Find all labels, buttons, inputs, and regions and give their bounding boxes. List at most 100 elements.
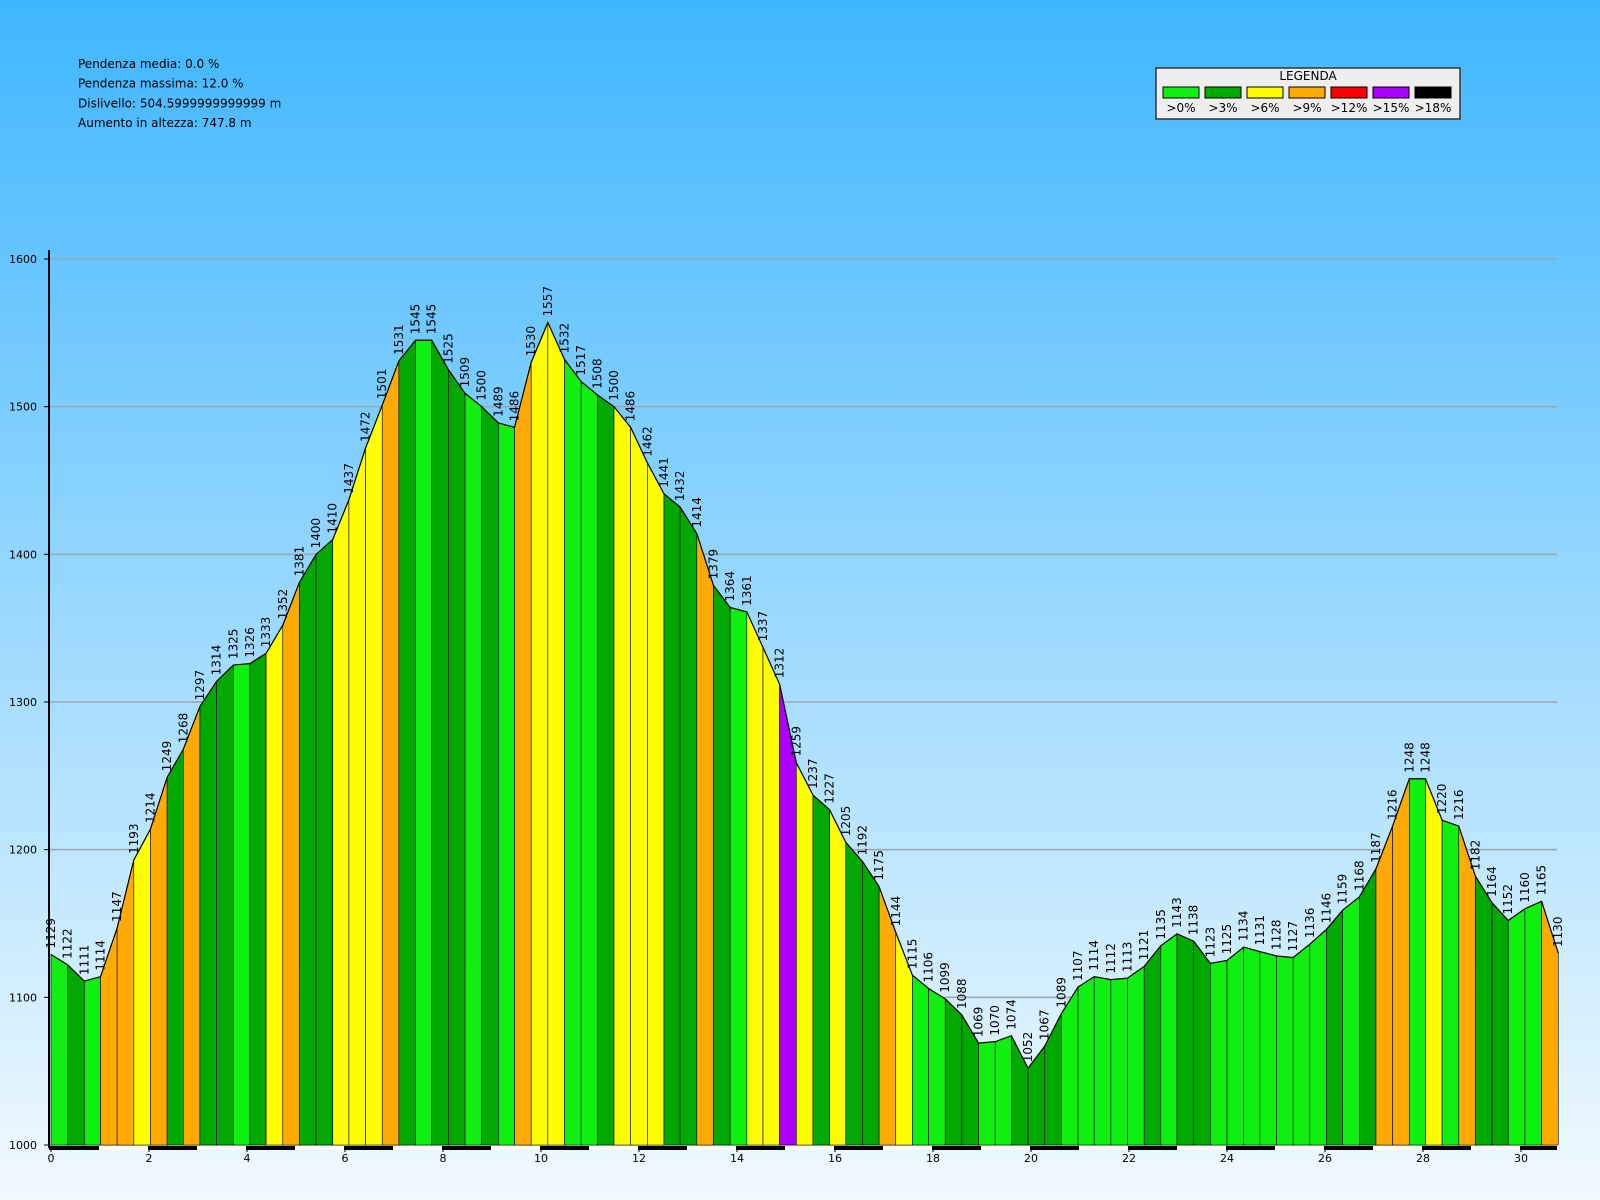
value-label: 1205	[839, 806, 853, 837]
value-label: 1182	[1468, 840, 1482, 871]
segment	[1342, 896, 1360, 1146]
value-label: 1441	[657, 457, 671, 488]
value-label: 1114	[93, 940, 107, 971]
segment	[199, 680, 217, 1146]
segment	[150, 777, 168, 1146]
value-label: 1432	[673, 471, 687, 502]
segment	[1143, 944, 1162, 1146]
value-label: 1501	[375, 369, 389, 400]
x-tick-label: 18	[926, 1152, 940, 1165]
stat-text: Dislivello: 504.5999999999999 m	[78, 96, 281, 110]
segment	[464, 392, 483, 1146]
segment	[1441, 819, 1460, 1146]
segment	[365, 405, 383, 1146]
segment	[183, 706, 201, 1146]
value-label: 1147	[110, 891, 124, 922]
x-axis-band	[785, 1146, 834, 1150]
value-label: 1462	[640, 426, 654, 457]
legend-swatch	[1414, 86, 1452, 99]
x-tick-label: 22	[1122, 1152, 1136, 1165]
stat-text: Pendenza massima: 12.0 %	[78, 77, 244, 91]
segment	[332, 499, 350, 1146]
value-label: 1160	[1518, 872, 1532, 903]
segment	[133, 828, 151, 1146]
segment	[812, 794, 830, 1146]
legend-label: >3%	[1208, 101, 1237, 115]
value-label: 1545	[409, 304, 423, 335]
segment	[398, 339, 416, 1146]
segment	[1243, 946, 1261, 1146]
value-label: 1106	[922, 952, 936, 983]
segment	[729, 607, 748, 1146]
x-axis-band	[687, 1146, 736, 1150]
value-label: 1088	[955, 979, 969, 1010]
value-label: 1337	[756, 611, 770, 642]
segment	[1077, 976, 1095, 1146]
segment	[348, 447, 366, 1146]
y-tick-label: 1600	[9, 253, 37, 266]
legend-swatch	[1204, 86, 1242, 99]
segment	[1259, 951, 1277, 1146]
value-label: 1414	[690, 497, 704, 528]
segment	[448, 368, 466, 1146]
value-label: 1333	[259, 617, 273, 648]
value-label: 1249	[160, 741, 174, 772]
segment	[431, 339, 449, 1146]
segment	[1375, 825, 1393, 1146]
segment	[613, 405, 631, 1146]
value-label: 1325	[226, 629, 240, 660]
x-axis-band	[99, 1146, 148, 1150]
value-label: 1326	[243, 627, 257, 658]
x-tick-label: 6	[342, 1152, 349, 1165]
value-label: 1134	[1237, 911, 1251, 942]
value-label: 1312	[773, 648, 787, 679]
segment	[1226, 946, 1244, 1146]
value-label: 1187	[1369, 832, 1383, 863]
value-label: 1074	[1004, 999, 1018, 1030]
value-label: 1268	[176, 713, 190, 744]
segment	[1193, 940, 1211, 1146]
value-label: 1130	[1551, 916, 1565, 947]
value-label: 1500	[607, 370, 621, 401]
value-label: 1165	[1535, 865, 1549, 896]
segment	[845, 841, 863, 1146]
segment	[630, 427, 648, 1146]
value-label: 1122	[61, 928, 75, 959]
x-axis-band	[1373, 1146, 1422, 1150]
value-label: 1314	[210, 645, 224, 676]
segment	[415, 339, 433, 1146]
segment	[232, 663, 251, 1146]
value-label: 1216	[1386, 789, 1400, 820]
segment	[597, 394, 615, 1146]
x-axis-band	[589, 1146, 638, 1150]
value-label: 1164	[1485, 866, 1499, 897]
y-tick-label: 1500	[9, 401, 37, 414]
value-label: 1159	[1336, 874, 1350, 905]
value-label: 1127	[1286, 921, 1300, 952]
value-label: 1530	[524, 326, 538, 357]
value-label: 1131	[1253, 915, 1267, 946]
segment	[299, 553, 317, 1146]
x-axis-band	[1471, 1146, 1520, 1150]
value-label: 1216	[1452, 789, 1466, 820]
legend-label: >15%	[1373, 101, 1410, 115]
x-tick-label: 10	[534, 1152, 548, 1165]
segment	[679, 506, 698, 1146]
value-label: 1107	[1071, 950, 1085, 981]
x-tick-label: 28	[1416, 1152, 1430, 1165]
x-tick-label: 12	[632, 1152, 646, 1165]
value-label: 1532	[558, 323, 572, 354]
x-axis-band	[981, 1146, 1030, 1150]
value-label: 1379	[706, 549, 720, 580]
segment	[1392, 778, 1410, 1146]
segment	[580, 380, 598, 1146]
segment	[67, 964, 85, 1146]
segment	[1110, 977, 1128, 1146]
value-label: 1400	[309, 518, 323, 549]
segment	[315, 538, 334, 1146]
segment	[1176, 933, 1194, 1146]
segment	[944, 998, 963, 1146]
segment	[1127, 965, 1145, 1146]
segment	[1210, 960, 1228, 1146]
value-label: 1138	[1187, 905, 1201, 936]
